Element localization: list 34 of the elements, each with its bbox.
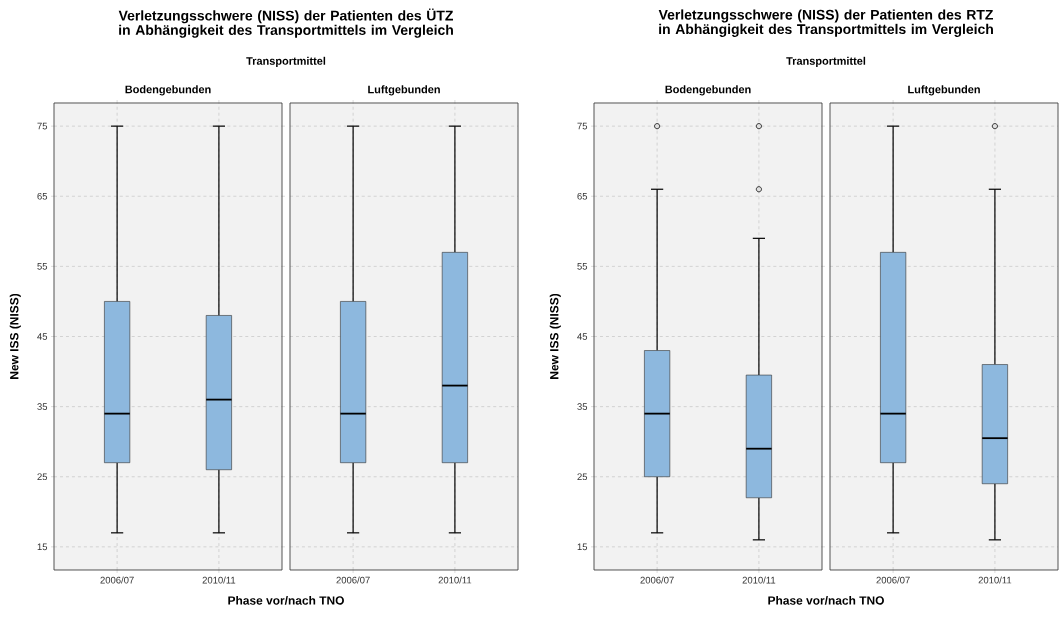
- x-tick-label: 2010/11: [978, 576, 1012, 584]
- text: Transportmittel: [246, 56, 326, 67]
- y-tick-label: 15: [577, 543, 588, 551]
- text: Verletzungsschwere (NISS) der Patienten des RTZ in Abhängigkeit des Transportmittels im Vergleich: [658, 9, 993, 37]
- x-tick-label: 2010/11: [742, 576, 776, 584]
- x-axis-title: Phase vor/nach TNO: [228, 595, 344, 605]
- x-tick-label: 2006/07: [640, 576, 674, 584]
- x-axis-title: Phase vor/nach TNO: [768, 595, 884, 605]
- y-tick-label: 35: [577, 403, 588, 410]
- y-tick-label: 25: [37, 473, 48, 481]
- y-tick-label: 55: [37, 263, 48, 270]
- x-tick-label: 2006/07: [336, 576, 370, 584]
- y-tick-label: 45: [37, 333, 48, 340]
- text: Transportmittel: [786, 56, 866, 67]
- y-tick-label: 75: [577, 122, 588, 130]
- chart-title: Bodengebunden: [665, 85, 751, 96]
- x-tick-label: 2010/11: [438, 576, 472, 584]
- y-tick-label: 45: [577, 333, 588, 340]
- x-tick-label: 2006/07: [100, 576, 134, 584]
- y-tick-label: 35: [37, 403, 48, 410]
- text: Verletzungsschwere (NISS) der Patienten des ÜTZ in Abhängigkeit des Transportmittels im Vergleich: [118, 8, 453, 38]
- y-axis-title: New ISS (NISS): [9, 293, 21, 379]
- y-tick-label: 55: [577, 263, 588, 270]
- x-tick-label: 2006/07: [876, 576, 910, 584]
- chart-title: Luftgebunden: [908, 85, 980, 96]
- y-tick-label: 65: [37, 192, 48, 200]
- y-tick-label: 25: [577, 473, 588, 481]
- y-tick-label: 65: [577, 192, 588, 200]
- y-tick-label: 15: [37, 543, 48, 551]
- y-axis-title: New ISS (NISS): [549, 293, 561, 379]
- chart-title: Bodengebunden: [125, 85, 211, 96]
- chart-title: Luftgebunden: [368, 85, 440, 96]
- x-tick-label: 2010/11: [202, 576, 236, 584]
- y-tick-label: 75: [37, 122, 48, 130]
